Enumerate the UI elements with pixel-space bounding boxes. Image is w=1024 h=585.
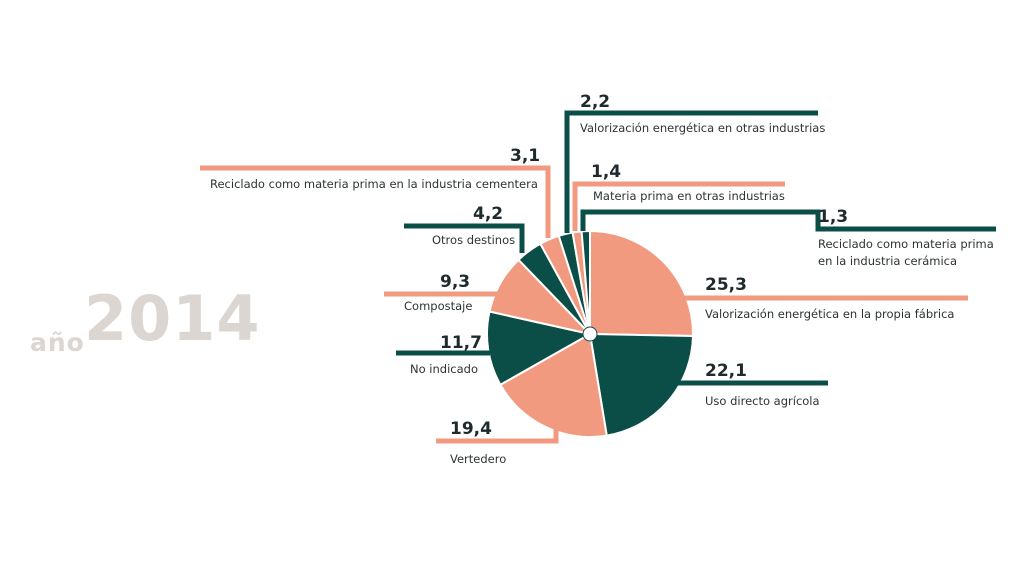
category-label-materia-prima-en-otras-industrias: Materia prima en otras industrias — [593, 189, 785, 203]
leader-line-valorizacion-energetica-en-otras-industrias — [564, 110, 818, 233]
pie-slice-vertedero — [499, 332, 608, 439]
value-label-compostaje: 9,3 — [440, 272, 470, 292]
category-label-compostaje: Compostaje — [404, 299, 472, 313]
pie-slice-valorizacion-energetica-en-la-propia-fabrica — [589, 229, 694, 337]
year-value: 2014 — [84, 282, 261, 355]
leader-line-reciclado-como-materia-prima-en-la-industria-cementera — [200, 165, 551, 238]
pie-slice-uso-directo-agricola — [588, 332, 694, 437]
category-label-no-indicado: No indicado — [410, 362, 478, 376]
leader-line-reciclado-como-materia-prima-en-la-industria-ceramica — [580, 209, 996, 232]
leader-line-materia-prima-en-otras-industrias — [572, 181, 785, 231]
leader-line-vertedero — [436, 418, 559, 444]
category-label-otros-destinos: Otros destinos — [432, 233, 515, 247]
value-label-no-indicado: 11,7 — [440, 333, 482, 353]
value-label-reciclado-como-materia-prima-en-la-industria-cementera: 3,1 — [510, 146, 540, 166]
leader-line-otros-destinos — [404, 223, 525, 253]
value-label-valorizacion-energetica-en-la-propia-fabrica: 25,3 — [705, 275, 747, 295]
category-label-vertedero: Vertedero — [450, 452, 506, 466]
value-label-vertedero: 19,4 — [450, 419, 492, 439]
category-label-valorizacion-energetica-en-otras-industrias: Valorización energética en otras industr… — [580, 121, 825, 135]
value-label-valorizacion-energetica-en-otras-industrias: 2,2 — [580, 92, 610, 112]
category-label-valorizacion-energetica-en-la-propia-fabrica: Valorización energética en la propia fáb… — [705, 307, 954, 321]
value-label-reciclado-como-materia-prima-en-la-industria-ceramica: 1,3 — [818, 207, 848, 227]
category-label-uso-directo-agricola: Uso directo agrícola — [705, 394, 820, 408]
value-label-uso-directo-agricola: 22,1 — [705, 361, 747, 381]
category-label-reciclado-como-materia-prima-en-la-industria-ceramica: Reciclado como materia prima en la indust… — [818, 237, 994, 268]
pie-slice-no-indicado — [486, 310, 593, 387]
pie-slice-reciclado-como-materia-prima-en-la-industria-ceramica — [580, 229, 591, 335]
year-prefix: año — [30, 328, 85, 357]
value-label-materia-prima-en-otras-industrias: 1,4 — [591, 162, 621, 182]
value-label-otros-destinos: 4,2 — [473, 204, 503, 224]
category-label-reciclado-como-materia-prima-en-la-industria-cementera: Reciclado como materia prima en la indus… — [210, 177, 538, 191]
